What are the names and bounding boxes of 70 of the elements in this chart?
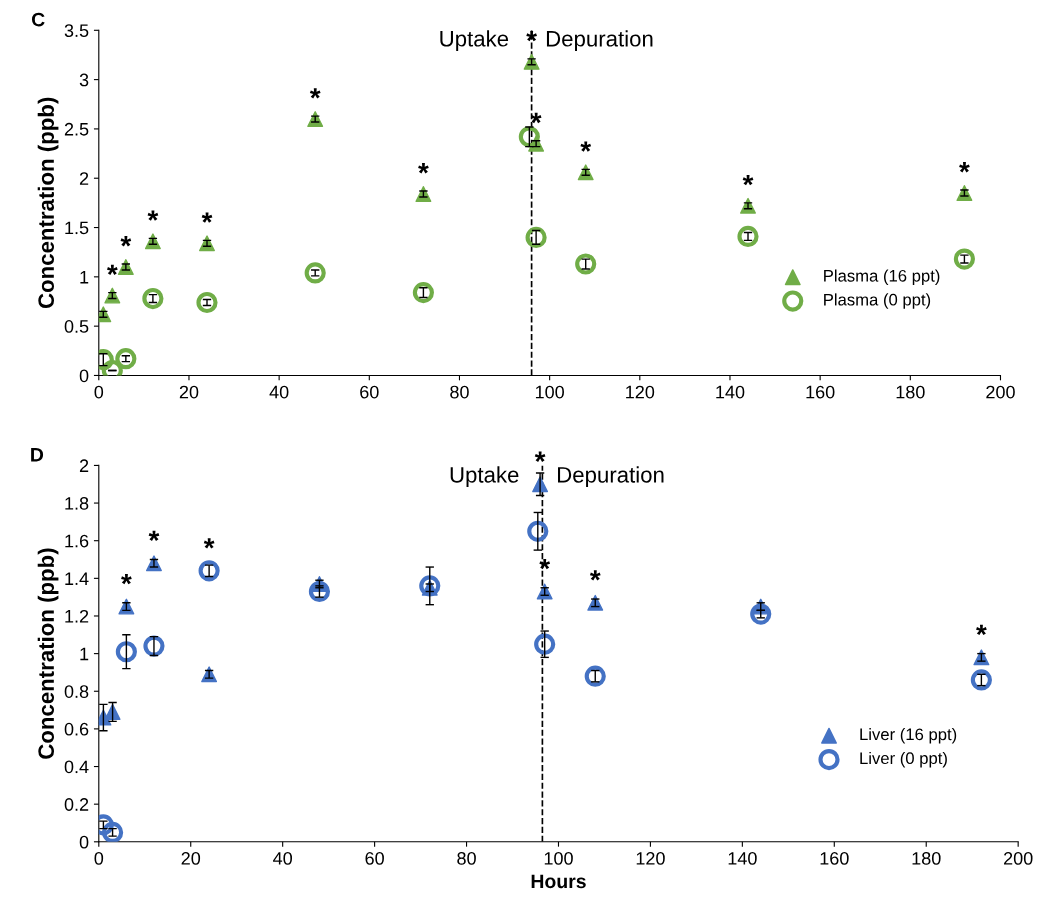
x-tick-label: 120 — [626, 385, 655, 399]
legend-label: Plasma (0 ppt) — [824, 293, 931, 309]
annotation: * — [959, 162, 970, 173]
x-tick-label: 160 — [820, 852, 849, 865]
x-tick-label: 160 — [806, 385, 835, 399]
annotation: Depuration — [558, 466, 664, 488]
x-tick-label: 200 — [1004, 852, 1033, 865]
x-tick-label: 120 — [636, 852, 665, 865]
y-axis-title: Concentration (ppb) — [37, 97, 59, 309]
annotation: * — [309, 88, 321, 99]
x-tick-label: 60 — [365, 852, 384, 865]
annotation: * — [107, 264, 118, 275]
annotation: * — [148, 530, 160, 541]
legend-label: Plasma (16 ppt) — [824, 269, 940, 285]
annotation: * — [530, 112, 542, 124]
y-tick-label: 0.2 — [64, 798, 89, 811]
chart-title: D — [31, 448, 44, 462]
y-tick-label: 2 — [79, 172, 89, 185]
x-tick-label: 40 — [273, 852, 293, 865]
annotation: * — [742, 174, 754, 186]
x-tick-label: 180 — [896, 385, 925, 399]
x-axis-title: Hours — [531, 874, 586, 889]
legend-label: Liver (0 ppt) — [860, 751, 947, 768]
annotation: * — [201, 212, 213, 223]
y-tick-label: 1.5 — [65, 221, 89, 235]
annotation: Uptake — [450, 466, 519, 488]
annotation: * — [121, 573, 132, 585]
x-tick-label: 0 — [94, 852, 104, 865]
x-tick-label: 60 — [360, 385, 379, 399]
text: * — [534, 451, 546, 462]
y-tick-label: 2.5 — [64, 122, 89, 136]
y-tick-label: 2 — [79, 459, 89, 472]
x-tick-label: 40 — [269, 385, 289, 399]
annotation: * — [589, 570, 601, 581]
y-tick-label: 0.6 — [64, 722, 89, 736]
y-tick-label: 0 — [79, 369, 89, 383]
annotation: * — [120, 236, 132, 247]
y-tick-label: 0 — [79, 835, 89, 849]
x-tick-label: 140 — [728, 852, 757, 865]
y-tick-label: 1.8 — [65, 497, 89, 510]
y-tick-label: 0.4 — [64, 760, 89, 774]
annotation: * — [580, 141, 592, 152]
annotation: Uptake — [440, 30, 509, 52]
x-tick-label: 180 — [912, 852, 941, 865]
annotation: * — [418, 163, 429, 174]
x-tick-label: 100 — [535, 385, 564, 399]
x-tick-label: 0 — [94, 385, 104, 399]
y-tick-label: 1.6 — [65, 534, 89, 548]
y-tick-label: 3.5 — [64, 24, 89, 38]
annotation: * — [976, 624, 987, 636]
x-tick-label: 80 — [457, 852, 476, 865]
annotation: Depuration — [546, 30, 653, 52]
x-tick-label: 20 — [181, 852, 201, 865]
y-tick-label: 1 — [80, 270, 89, 284]
y-tick-label: 1 — [80, 647, 89, 661]
y-tick-label: 1.2 — [65, 609, 89, 623]
x-tick-label: 20 — [179, 385, 199, 399]
x-tick-label: 200 — [986, 385, 1015, 399]
x-tick-label: 80 — [450, 385, 469, 399]
y-tick-label: 1.4 — [65, 572, 89, 585]
annotation: * — [147, 210, 159, 221]
x-tick-label: 140 — [716, 385, 745, 399]
x-tick-label: 100 — [544, 852, 573, 865]
y-axis-title: Concentration (ppb) — [37, 548, 59, 759]
chart-title: C — [31, 12, 45, 27]
y-tick-label: 0.8 — [64, 685, 89, 698]
y-tick-label: 0.5 — [64, 320, 89, 333]
y-tick-label: 3 — [79, 73, 89, 87]
annotation: * — [203, 538, 215, 549]
legend-label: Liver (16 ppt) — [860, 728, 957, 744]
